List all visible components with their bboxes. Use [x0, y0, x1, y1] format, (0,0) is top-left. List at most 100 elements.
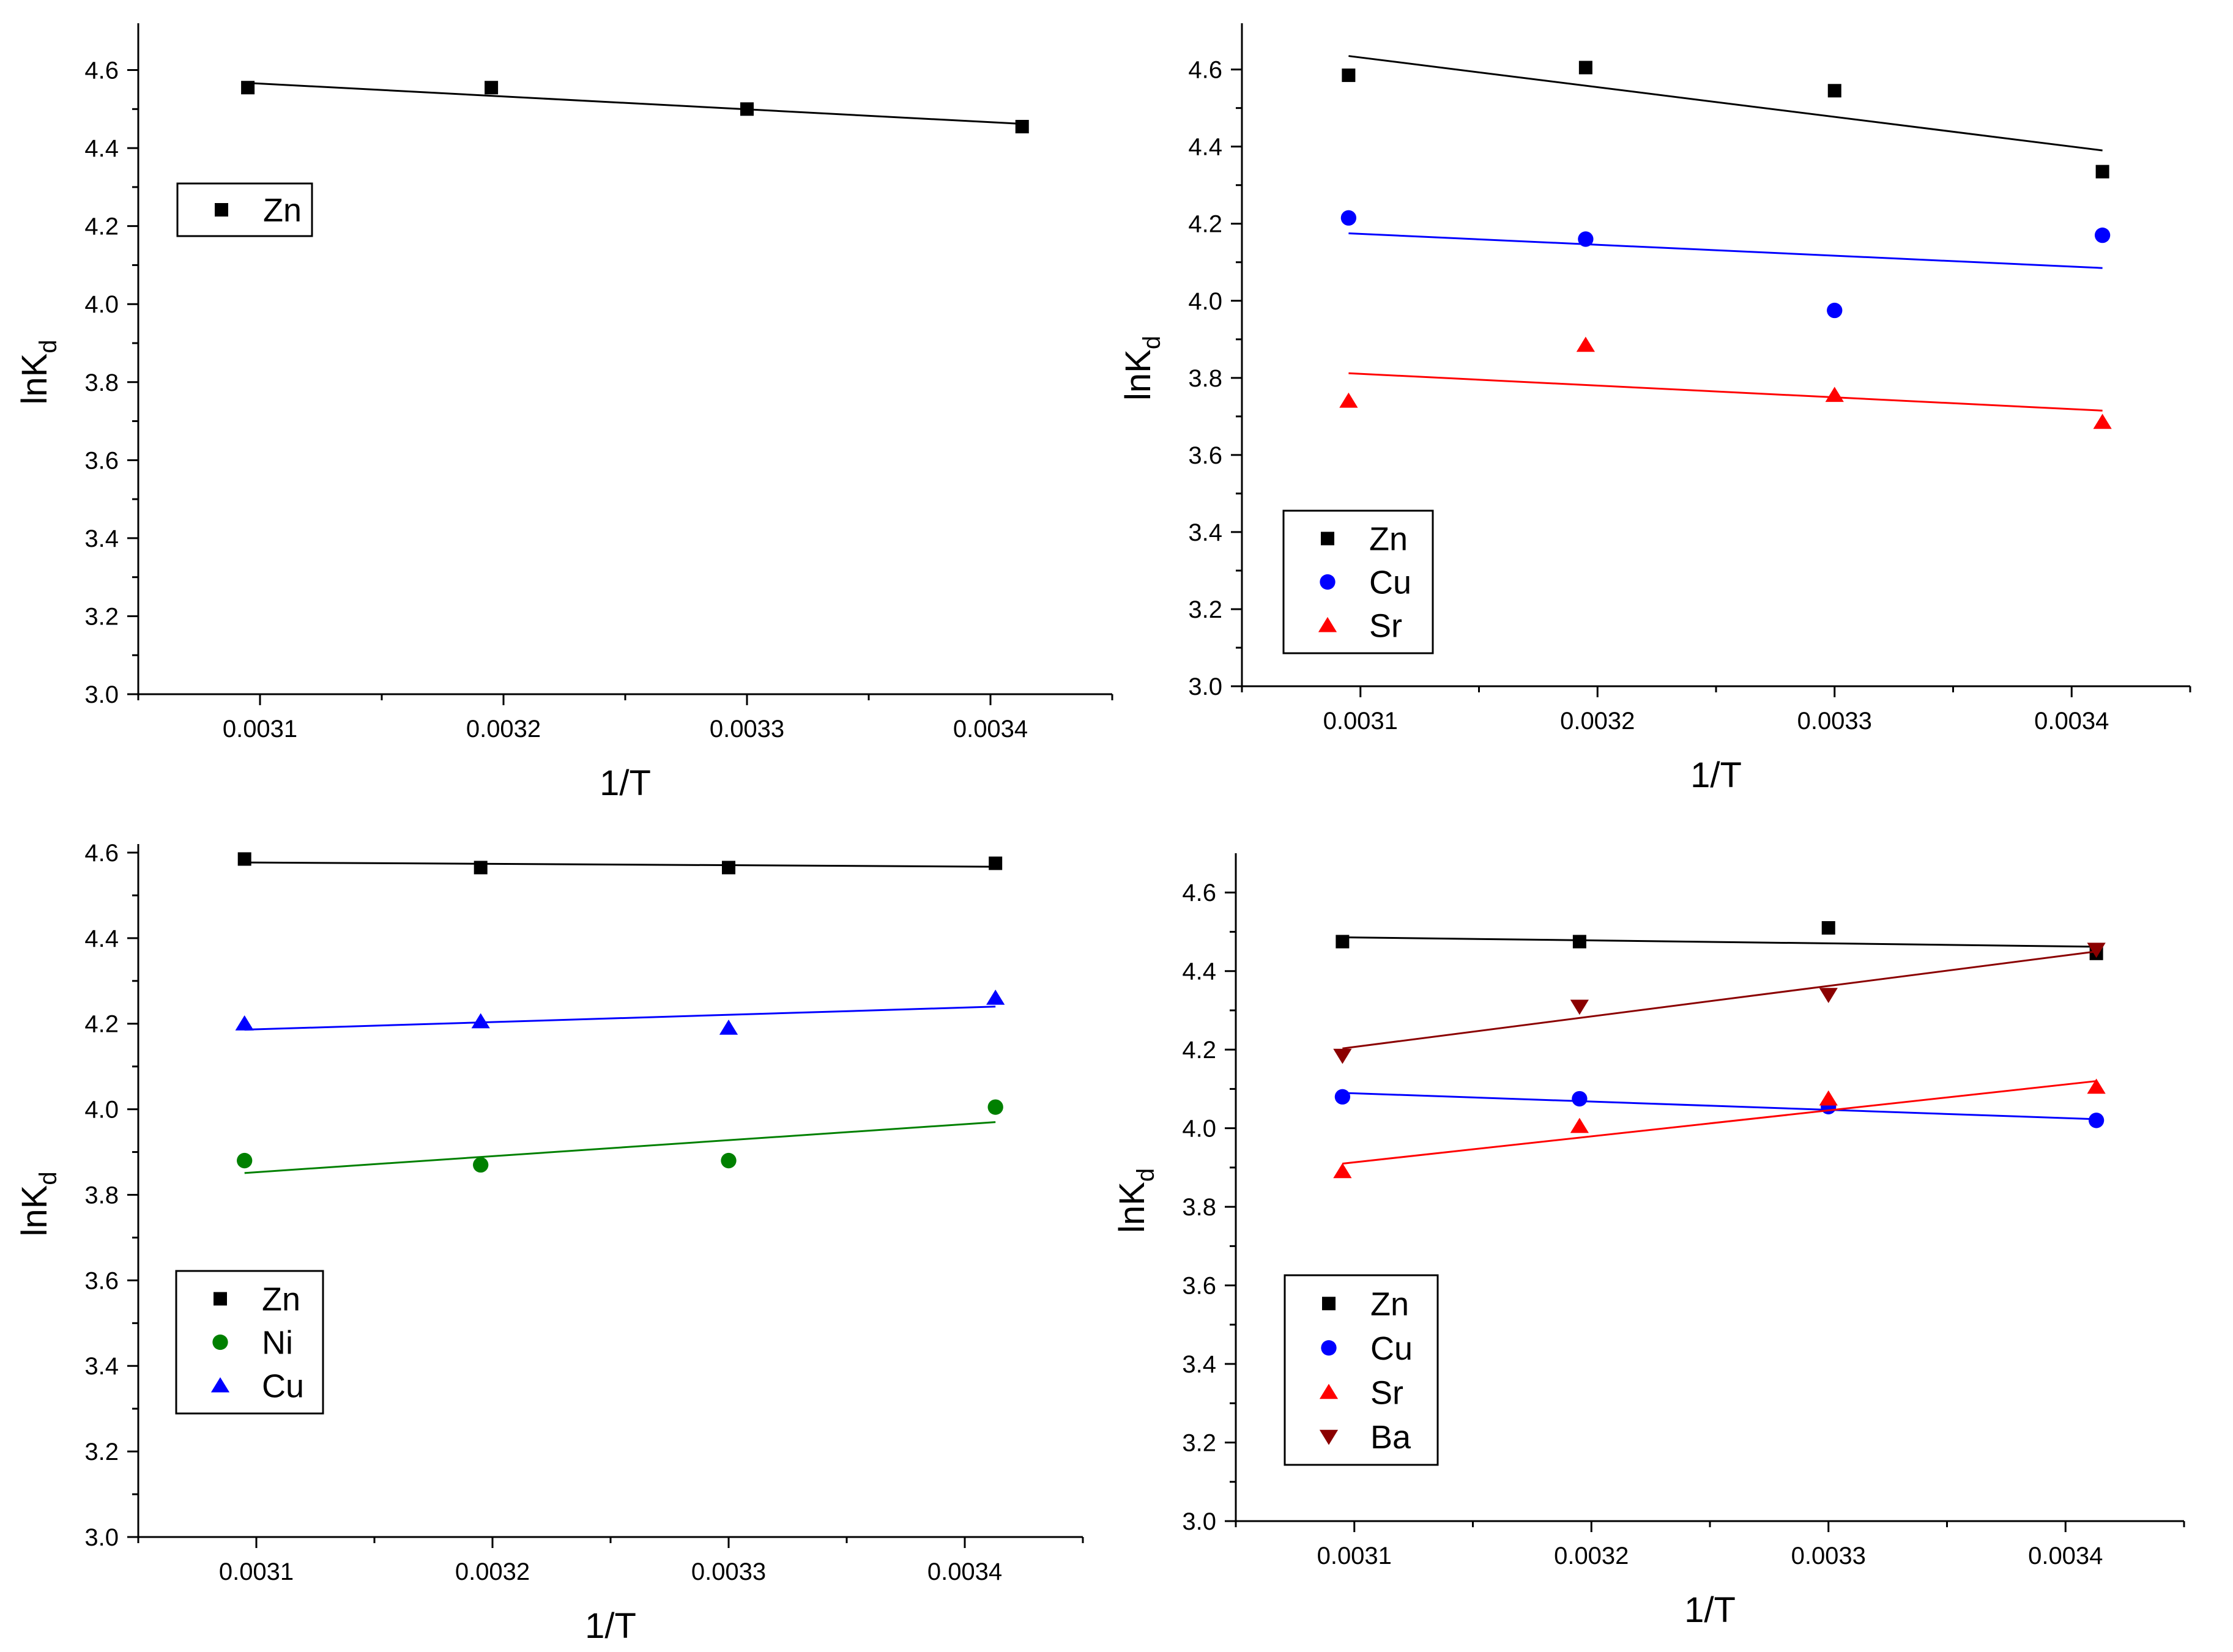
data-point — [1572, 935, 1586, 949]
data-point — [237, 1152, 253, 1169]
x-axis-title: 1/T — [585, 1606, 636, 1646]
x-tick-label: 0.0032 — [466, 716, 541, 743]
data-point — [1015, 120, 1029, 134]
series-ni — [237, 1099, 1003, 1174]
y-tick-label: 4.2 — [84, 1011, 119, 1038]
y-axis-title-subscript: d — [1139, 336, 1165, 349]
data-point — [473, 1157, 489, 1173]
y-axis-title-subscript: d — [1132, 1168, 1159, 1182]
x-tick-label: 0.0031 — [1323, 708, 1398, 735]
data-point — [1339, 392, 1358, 408]
legend-label: Zn — [262, 1281, 300, 1318]
y-tick-label: 3.6 — [1182, 1273, 1216, 1300]
y-tick-label: 4.6 — [1188, 57, 1222, 84]
x-axis-title: 1/T — [600, 763, 651, 803]
y-tick-label: 3.2 — [1188, 596, 1222, 623]
data-point — [1334, 1089, 1351, 1105]
x-tick-label: 0.0034 — [2034, 708, 2109, 735]
data-point — [1819, 1090, 1838, 1106]
legend: Zn Cu Sr — [1282, 509, 1434, 654]
legend-marker — [215, 203, 228, 217]
y-tick-label: 3.4 — [84, 525, 119, 552]
series-zn — [237, 852, 1003, 875]
data-point — [471, 1013, 490, 1029]
x-tick-label: 0.0033 — [1791, 1543, 1866, 1569]
fit-line — [244, 1006, 996, 1031]
series-sr — [1339, 336, 2112, 429]
legend-marker — [1319, 1429, 1339, 1445]
fit-line — [244, 861, 996, 868]
data-point — [474, 861, 488, 875]
data-point — [1821, 921, 1835, 935]
data-point — [740, 102, 754, 116]
y-tick-label: 4.2 — [1188, 211, 1222, 238]
fit-line — [1342, 1080, 2097, 1165]
legend-box — [1282, 509, 1434, 654]
y-tick-label: 4.6 — [84, 840, 119, 867]
y-axis-title: lnKd — [15, 1171, 62, 1236]
legend-marker — [1319, 1383, 1339, 1399]
x-tick-label: 0.0033 — [710, 716, 784, 743]
data-point — [2093, 413, 2112, 429]
data-point — [1572, 1091, 1588, 1107]
legend-marker — [210, 1377, 230, 1393]
data-point — [485, 81, 499, 95]
x-axis-title: 1/T — [1690, 755, 1742, 795]
y-tick-label: 3.4 — [1182, 1351, 1216, 1378]
y-tick-label: 4.4 — [1182, 958, 1216, 985]
fit-line — [1342, 936, 2097, 948]
data-point — [722, 861, 735, 875]
x-tick-label: 0.0032 — [1554, 1543, 1629, 1569]
chart-panel-1: 3.0 3.2 3.4 3.6 3.8 4.0 4.2 4.4 4.6 0.0031 0.0032 0… — [15, 23, 1113, 803]
y-axis-title: lnKd — [1118, 336, 1165, 401]
legend-label: Ba — [1370, 1419, 1411, 1456]
legend: Zn Ni Cu — [175, 1270, 324, 1415]
y-axis-title: lnKd — [1112, 1168, 1159, 1233]
legend-marker — [1321, 532, 1334, 546]
y-tick-label: 4.0 — [84, 291, 119, 318]
data-point — [987, 1099, 1003, 1115]
series-zn — [1336, 921, 2103, 960]
legend-box — [176, 182, 313, 237]
data-point — [1333, 1163, 1352, 1179]
data-point — [1819, 988, 1838, 1003]
data-point — [1570, 999, 1589, 1015]
x-tick-label: 0.0033 — [691, 1558, 766, 1585]
legend-label: Cu — [1370, 1330, 1413, 1367]
series-zn — [241, 81, 1029, 134]
y-tick-label: 3.8 — [84, 1182, 119, 1209]
y-tick-label: 4.0 — [1182, 1116, 1216, 1143]
y-tick-label: 4.4 — [84, 925, 119, 952]
legend-marker — [1322, 1297, 1336, 1311]
y-tick-label: 3.6 — [1188, 442, 1222, 469]
data-point — [241, 81, 255, 95]
legend-label: Sr — [1370, 1374, 1403, 1411]
fit-line — [1348, 55, 2103, 152]
y-tick-label: 4.0 — [84, 1097, 119, 1124]
y-tick-label: 3.0 — [84, 1524, 119, 1551]
y-tick-label: 3.4 — [84, 1353, 119, 1380]
data-point — [2095, 165, 2109, 179]
legend-label: Cu — [1369, 565, 1411, 601]
data-point — [2094, 227, 2111, 243]
data-point — [1333, 1048, 1352, 1064]
legend-marker — [214, 1292, 227, 1306]
x-tick-label: 0.0033 — [1797, 708, 1872, 735]
data-point — [1570, 1117, 1589, 1133]
y-axis-title-main: lnK — [15, 1185, 54, 1236]
x-tick-label: 0.0032 — [455, 1558, 530, 1585]
data-point — [235, 1015, 254, 1031]
data-point — [1578, 61, 1592, 75]
x-axis-title: 1/T — [1684, 1590, 1736, 1630]
fit-line — [244, 1121, 996, 1174]
y-tick-label: 3.8 — [1188, 365, 1222, 392]
series-ba — [1333, 943, 2106, 1064]
y-axis-title-subscript: d — [35, 1171, 62, 1185]
legend: Zn Cu Sr Ba — [1284, 1274, 1439, 1466]
fit-line — [1348, 232, 2103, 269]
x-tick-label: 0.0034 — [2028, 1543, 2103, 1569]
data-point — [1576, 336, 1595, 352]
x-tick-label: 0.0034 — [953, 716, 1028, 743]
y-tick-label: 3.6 — [84, 447, 119, 474]
